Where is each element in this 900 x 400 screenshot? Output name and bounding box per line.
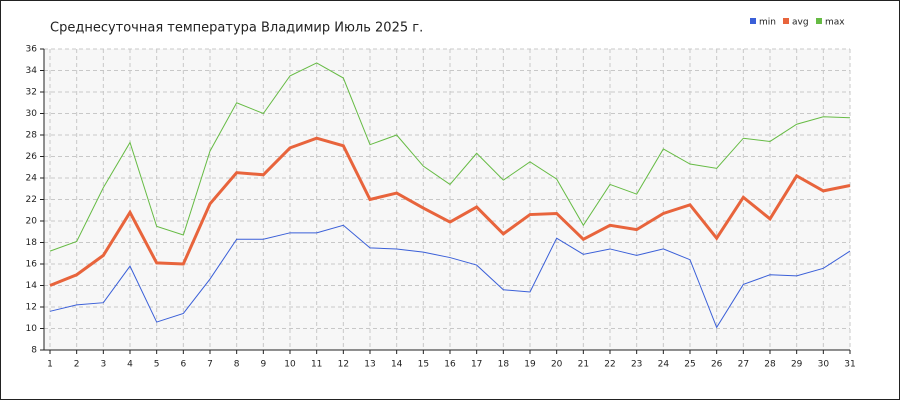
y-tick-label: 14 [26, 281, 38, 291]
y-tick-label: 16 [26, 260, 38, 270]
x-tick-label: 4 [127, 360, 133, 370]
x-tick-label: 22 [604, 360, 615, 370]
x-tick-label: 20 [551, 360, 563, 370]
y-tick-label: 36 [26, 45, 38, 55]
x-tick-label: 12 [338, 360, 349, 370]
y-tick-label: 26 [26, 152, 38, 162]
x-tick-label: 11 [311, 360, 322, 370]
x-tick-label: 24 [658, 360, 670, 370]
x-tick-label: 7 [207, 360, 213, 370]
x-tick-label: 23 [631, 360, 642, 370]
y-tick-label: 22 [26, 195, 37, 205]
chart-title: Среднесуточная температура Владимир Июль… [50, 21, 423, 36]
y-tick-label: 18 [26, 238, 38, 248]
x-tick-label: 30 [818, 360, 830, 370]
y-tick-label: 32 [26, 88, 37, 98]
series-line [49, 62, 851, 252]
y-tick-label: 20 [26, 217, 38, 227]
y-tick-label: 24 [26, 174, 38, 184]
x-tick-label: 5 [154, 360, 160, 370]
x-tick-label: 17 [471, 360, 482, 370]
x-tick-label: 27 [738, 360, 749, 370]
x-tick-label: 14 [391, 360, 403, 370]
legend-label: min [759, 18, 776, 28]
x-tick-label: 29 [791, 360, 803, 370]
y-tick-label: 28 [26, 131, 38, 141]
legend-swatch [750, 18, 756, 24]
x-tick-label: 3 [100, 360, 106, 370]
legend-swatch [783, 18, 789, 24]
x-tick-label: 2 [74, 360, 80, 370]
y-tick-label: 30 [26, 109, 38, 119]
x-tick-label: 25 [684, 360, 695, 370]
legend-label: max [825, 18, 845, 28]
legend-swatch [816, 18, 822, 24]
y-tick-label: 8 [31, 346, 37, 356]
y-tick-label: 12 [26, 303, 37, 313]
series-line [49, 224, 851, 329]
x-tick-label: 16 [444, 360, 456, 370]
x-tick-label: 15 [418, 360, 429, 370]
x-tick-label: 6 [180, 360, 186, 370]
x-tick-label: 8 [234, 360, 240, 370]
x-tick-label: 13 [364, 360, 375, 370]
y-tick-label: 10 [26, 324, 38, 334]
x-tick-label: 26 [711, 360, 723, 370]
x-tick-label: 28 [764, 360, 776, 370]
x-tick-label: 21 [578, 360, 589, 370]
legend-label: avg [792, 18, 809, 28]
x-tick-label: 31 [844, 360, 855, 370]
x-tick-label: 18 [498, 360, 510, 370]
x-tick-label: 9 [260, 360, 266, 370]
series-line [49, 136, 851, 287]
y-tick-label: 34 [26, 66, 38, 76]
x-tick-label: 19 [524, 360, 536, 370]
x-tick-label: 1 [47, 360, 53, 370]
x-tick-label: 10 [284, 360, 296, 370]
